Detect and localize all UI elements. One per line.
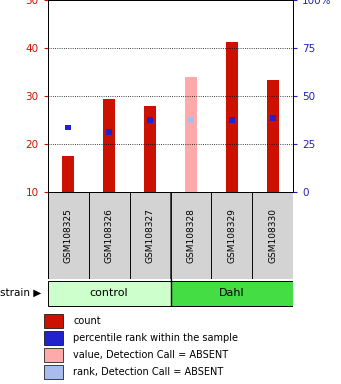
- Bar: [62, 156, 74, 192]
- Bar: [48, 281, 170, 306]
- Bar: [185, 77, 197, 192]
- Text: GSM108330: GSM108330: [268, 208, 277, 263]
- Bar: [106, 129, 112, 135]
- Text: GSM108326: GSM108326: [105, 209, 114, 263]
- Bar: [188, 118, 194, 123]
- Bar: [226, 42, 238, 192]
- Bar: [211, 192, 252, 279]
- Bar: [170, 192, 211, 279]
- Bar: [270, 115, 276, 121]
- Bar: [48, 192, 89, 279]
- Bar: [147, 118, 153, 123]
- Text: percentile rank within the sample: percentile rank within the sample: [73, 333, 238, 343]
- Bar: [65, 124, 71, 130]
- Bar: [170, 281, 293, 306]
- Text: control: control: [90, 288, 129, 298]
- Bar: [103, 99, 115, 192]
- Text: rank, Detection Call = ABSENT: rank, Detection Call = ABSENT: [73, 367, 224, 377]
- Text: GSM108329: GSM108329: [227, 209, 236, 263]
- Bar: [89, 192, 130, 279]
- Bar: [229, 118, 235, 123]
- Text: Dahl: Dahl: [219, 288, 245, 298]
- Text: GSM108325: GSM108325: [64, 209, 73, 263]
- Text: count: count: [73, 316, 101, 326]
- Bar: [44, 348, 63, 362]
- Bar: [44, 314, 63, 328]
- Text: GSM108328: GSM108328: [187, 209, 195, 263]
- Text: value, Detection Call = ABSENT: value, Detection Call = ABSENT: [73, 350, 228, 360]
- Text: GSM108327: GSM108327: [146, 209, 154, 263]
- Bar: [267, 80, 279, 192]
- Bar: [130, 192, 170, 279]
- Bar: [252, 192, 293, 279]
- Bar: [44, 331, 63, 345]
- Bar: [144, 106, 156, 192]
- Bar: [44, 365, 63, 379]
- Text: strain ▶: strain ▶: [0, 288, 41, 298]
